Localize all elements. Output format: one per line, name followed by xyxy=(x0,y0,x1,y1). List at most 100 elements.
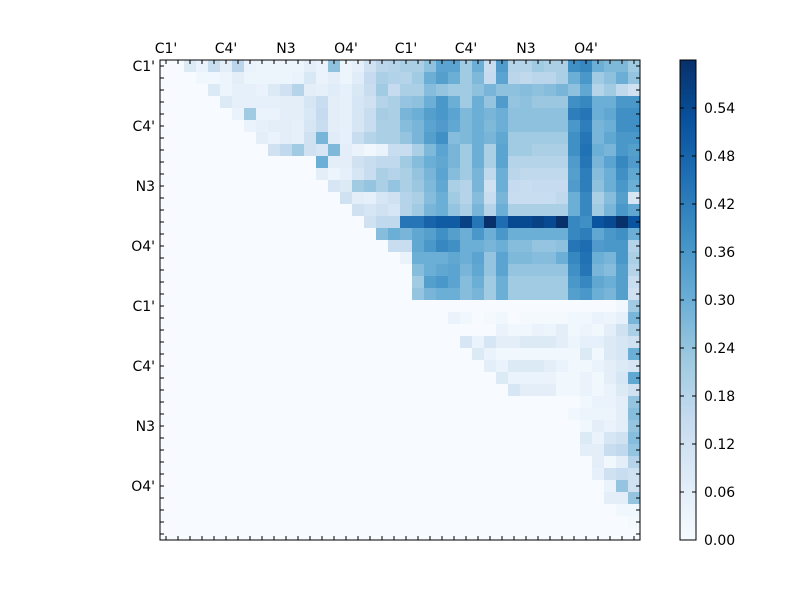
heatmap-cell xyxy=(292,144,305,157)
heatmap-cell xyxy=(436,456,449,469)
heatmap-cell xyxy=(220,480,233,493)
heatmap-cell xyxy=(448,360,461,373)
heatmap-cell xyxy=(568,300,581,313)
heatmap-cell xyxy=(352,228,365,241)
heatmap-cell xyxy=(340,504,353,517)
heatmap-cell xyxy=(256,384,269,397)
heatmap-cell xyxy=(340,204,353,217)
heatmap-cell xyxy=(496,264,509,277)
heatmap-cell xyxy=(208,516,221,529)
heatmap-cell xyxy=(628,348,641,361)
heatmap-cell xyxy=(544,132,557,145)
heatmap-cell xyxy=(460,288,473,301)
heatmap-cell xyxy=(304,432,317,445)
heatmap-cell xyxy=(328,408,341,421)
heatmap-cell xyxy=(400,264,413,277)
heatmap-cell xyxy=(220,336,233,349)
heatmap-cell xyxy=(616,276,629,289)
heatmap-cell xyxy=(568,288,581,301)
heatmap-cell xyxy=(388,480,401,493)
heatmap-cell xyxy=(628,504,641,517)
heatmap-cell xyxy=(616,516,629,529)
heatmap-cell xyxy=(508,216,521,229)
heatmap-cell xyxy=(556,84,569,97)
heatmap-cell xyxy=(208,480,221,493)
heatmap-cell xyxy=(484,444,497,457)
heatmap-cell xyxy=(376,516,389,529)
heatmap-cell xyxy=(256,144,269,157)
heatmap-cell xyxy=(472,408,485,421)
heatmap-cell xyxy=(520,432,533,445)
heatmap-cell xyxy=(376,312,389,325)
heatmap-cell xyxy=(604,240,617,253)
heatmap-cell xyxy=(280,228,293,241)
heatmap-cell xyxy=(292,504,305,517)
heatmap-cell xyxy=(364,312,377,325)
heatmap-cell xyxy=(328,216,341,229)
heatmap-cell xyxy=(160,420,173,433)
heatmap-cell xyxy=(556,444,569,457)
heatmap-cell xyxy=(280,156,293,169)
heatmap-cell xyxy=(424,504,437,517)
heatmap-cell xyxy=(244,60,257,73)
heatmap-cell xyxy=(268,204,281,217)
heatmap-cell xyxy=(460,444,473,457)
heatmap-cell xyxy=(340,60,353,73)
heatmap-cell xyxy=(220,84,233,97)
heatmap-cell xyxy=(316,372,329,385)
heatmap-cell xyxy=(508,96,521,109)
heatmap-cell xyxy=(460,384,473,397)
heatmap-cell xyxy=(460,96,473,109)
heatmap-cell xyxy=(400,276,413,289)
heatmap-cell xyxy=(280,168,293,181)
heatmap-cell xyxy=(556,204,569,217)
heatmap-cell xyxy=(616,312,629,325)
heatmap-frame xyxy=(159,59,641,541)
heatmap-cell xyxy=(460,168,473,181)
heatmap-cell xyxy=(316,84,329,97)
heatmap-cell xyxy=(616,84,629,97)
heatmap-cell xyxy=(568,264,581,277)
heatmap-cell xyxy=(208,60,221,73)
heatmap-cell xyxy=(568,360,581,373)
heatmap-cell xyxy=(196,216,209,229)
heatmap-cell xyxy=(172,240,185,253)
heatmap-cell xyxy=(424,336,437,349)
heatmap-cell xyxy=(256,336,269,349)
heatmap-cell xyxy=(448,432,461,445)
heatmap-cell xyxy=(208,372,221,385)
heatmap-cell xyxy=(448,288,461,301)
heatmap-cell xyxy=(232,324,245,337)
heatmap-cell xyxy=(364,120,377,133)
heatmap-cell xyxy=(268,168,281,181)
heatmap-cell xyxy=(232,432,245,445)
heatmap-cell xyxy=(292,336,305,349)
heatmap-cell xyxy=(604,504,617,517)
heatmap-cell xyxy=(604,432,617,445)
heatmap-cell xyxy=(472,384,485,397)
heatmap-cell xyxy=(460,456,473,469)
heatmap-cell xyxy=(340,324,353,337)
heatmap-cell xyxy=(484,528,497,541)
heatmap-cell xyxy=(352,96,365,109)
heatmap-cell xyxy=(496,216,509,229)
heatmap-cell xyxy=(268,420,281,433)
heatmap-cell xyxy=(208,444,221,457)
y-tick-label: N3 xyxy=(136,419,155,435)
heatmap-cell xyxy=(376,132,389,145)
heatmap-cell xyxy=(304,408,317,421)
heatmap-cell xyxy=(412,468,425,481)
heatmap-cell xyxy=(208,312,221,325)
heatmap-cell xyxy=(592,384,605,397)
heatmap-cell xyxy=(568,456,581,469)
heatmap-cell xyxy=(364,396,377,409)
heatmap-cell xyxy=(352,72,365,85)
heatmap-cell xyxy=(424,492,437,505)
heatmap-cell xyxy=(172,204,185,217)
heatmap-cell xyxy=(580,252,593,265)
heatmap-cell xyxy=(460,300,473,313)
heatmap-cell xyxy=(172,144,185,157)
plot-border xyxy=(159,59,641,541)
heatmap-cell xyxy=(544,480,557,493)
heatmap-cell xyxy=(172,468,185,481)
